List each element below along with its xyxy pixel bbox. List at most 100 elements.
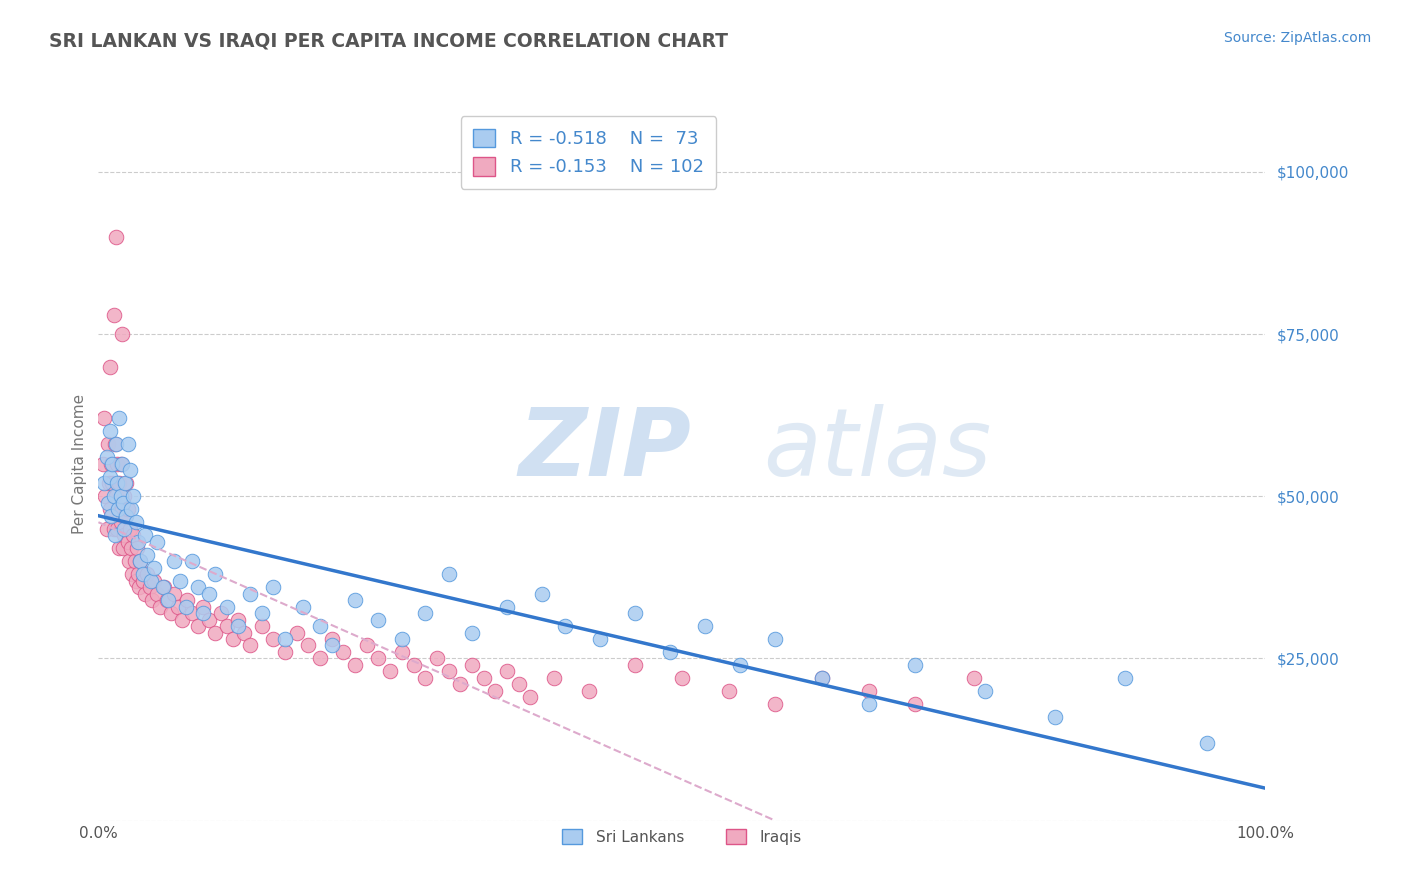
Point xyxy=(413,606,436,620)
Point xyxy=(811,671,834,685)
Point xyxy=(624,606,647,620)
Point xyxy=(508,677,530,691)
Point xyxy=(204,625,226,640)
Point xyxy=(811,671,834,685)
Point xyxy=(543,671,565,685)
Point xyxy=(461,657,484,672)
Point xyxy=(122,528,145,542)
Point xyxy=(115,508,138,523)
Point xyxy=(104,489,127,503)
Point xyxy=(110,489,132,503)
Point xyxy=(132,574,155,588)
Point xyxy=(114,508,136,523)
Point xyxy=(309,651,332,665)
Point xyxy=(437,665,460,679)
Point xyxy=(169,574,191,588)
Point xyxy=(367,613,389,627)
Point xyxy=(105,522,128,536)
Point xyxy=(391,632,413,646)
Point xyxy=(974,684,997,698)
Point xyxy=(111,502,134,516)
Point xyxy=(118,522,141,536)
Point xyxy=(519,690,541,705)
Point xyxy=(402,657,425,672)
Point xyxy=(111,457,134,471)
Point xyxy=(449,677,471,691)
Point xyxy=(309,619,332,633)
Point xyxy=(659,645,682,659)
Point xyxy=(104,229,127,244)
Point xyxy=(530,586,553,600)
Point xyxy=(904,697,927,711)
Point xyxy=(233,625,256,640)
Point xyxy=(578,684,600,698)
Point xyxy=(93,411,115,425)
Text: SRI LANKAN VS IRAQI PER CAPITA INCOME CORRELATION CHART: SRI LANKAN VS IRAQI PER CAPITA INCOME CO… xyxy=(49,31,728,50)
Point xyxy=(97,496,120,510)
Point xyxy=(98,359,121,374)
Point xyxy=(96,450,118,465)
Point xyxy=(484,684,506,698)
Point xyxy=(96,522,118,536)
Point xyxy=(391,645,413,659)
Point xyxy=(152,580,174,594)
Point xyxy=(97,476,120,491)
Point xyxy=(344,657,367,672)
Point xyxy=(101,476,124,491)
Point xyxy=(127,534,149,549)
Point xyxy=(108,411,131,425)
Point xyxy=(107,502,129,516)
Point xyxy=(103,308,125,322)
Text: ZIP: ZIP xyxy=(519,403,692,496)
Point xyxy=(124,554,146,568)
Point xyxy=(589,632,612,646)
Point xyxy=(193,599,215,614)
Point xyxy=(146,534,169,549)
Point xyxy=(187,619,209,633)
Point xyxy=(120,502,142,516)
Point xyxy=(204,567,226,582)
Point xyxy=(117,534,139,549)
Point xyxy=(215,599,238,614)
Point xyxy=(127,567,149,582)
Point xyxy=(94,489,117,503)
Point xyxy=(176,593,198,607)
Point xyxy=(163,554,186,568)
Point xyxy=(198,613,221,627)
Point xyxy=(112,522,135,536)
Point xyxy=(274,632,297,646)
Point xyxy=(112,489,135,503)
Point xyxy=(1195,736,1218,750)
Point xyxy=(98,470,121,484)
Point xyxy=(187,580,209,594)
Point xyxy=(380,665,402,679)
Point xyxy=(112,528,135,542)
Point xyxy=(122,489,145,503)
Point xyxy=(198,586,221,600)
Point xyxy=(143,574,166,588)
Point xyxy=(180,606,202,620)
Point xyxy=(104,528,127,542)
Point xyxy=(695,619,717,633)
Point xyxy=(671,671,693,685)
Point xyxy=(285,625,308,640)
Point xyxy=(472,671,495,685)
Point xyxy=(1045,710,1067,724)
Point xyxy=(139,580,162,594)
Text: Source: ZipAtlas.com: Source: ZipAtlas.com xyxy=(1223,31,1371,45)
Point xyxy=(159,606,181,620)
Point xyxy=(904,657,927,672)
Point xyxy=(228,613,250,627)
Point xyxy=(103,522,125,536)
Point xyxy=(250,619,273,633)
Point xyxy=(108,541,131,556)
Point xyxy=(262,580,284,594)
Point xyxy=(149,599,172,614)
Point xyxy=(118,554,141,568)
Point xyxy=(108,476,131,491)
Point xyxy=(129,554,152,568)
Point xyxy=(717,684,740,698)
Point xyxy=(141,593,163,607)
Point xyxy=(763,632,786,646)
Point xyxy=(125,541,148,556)
